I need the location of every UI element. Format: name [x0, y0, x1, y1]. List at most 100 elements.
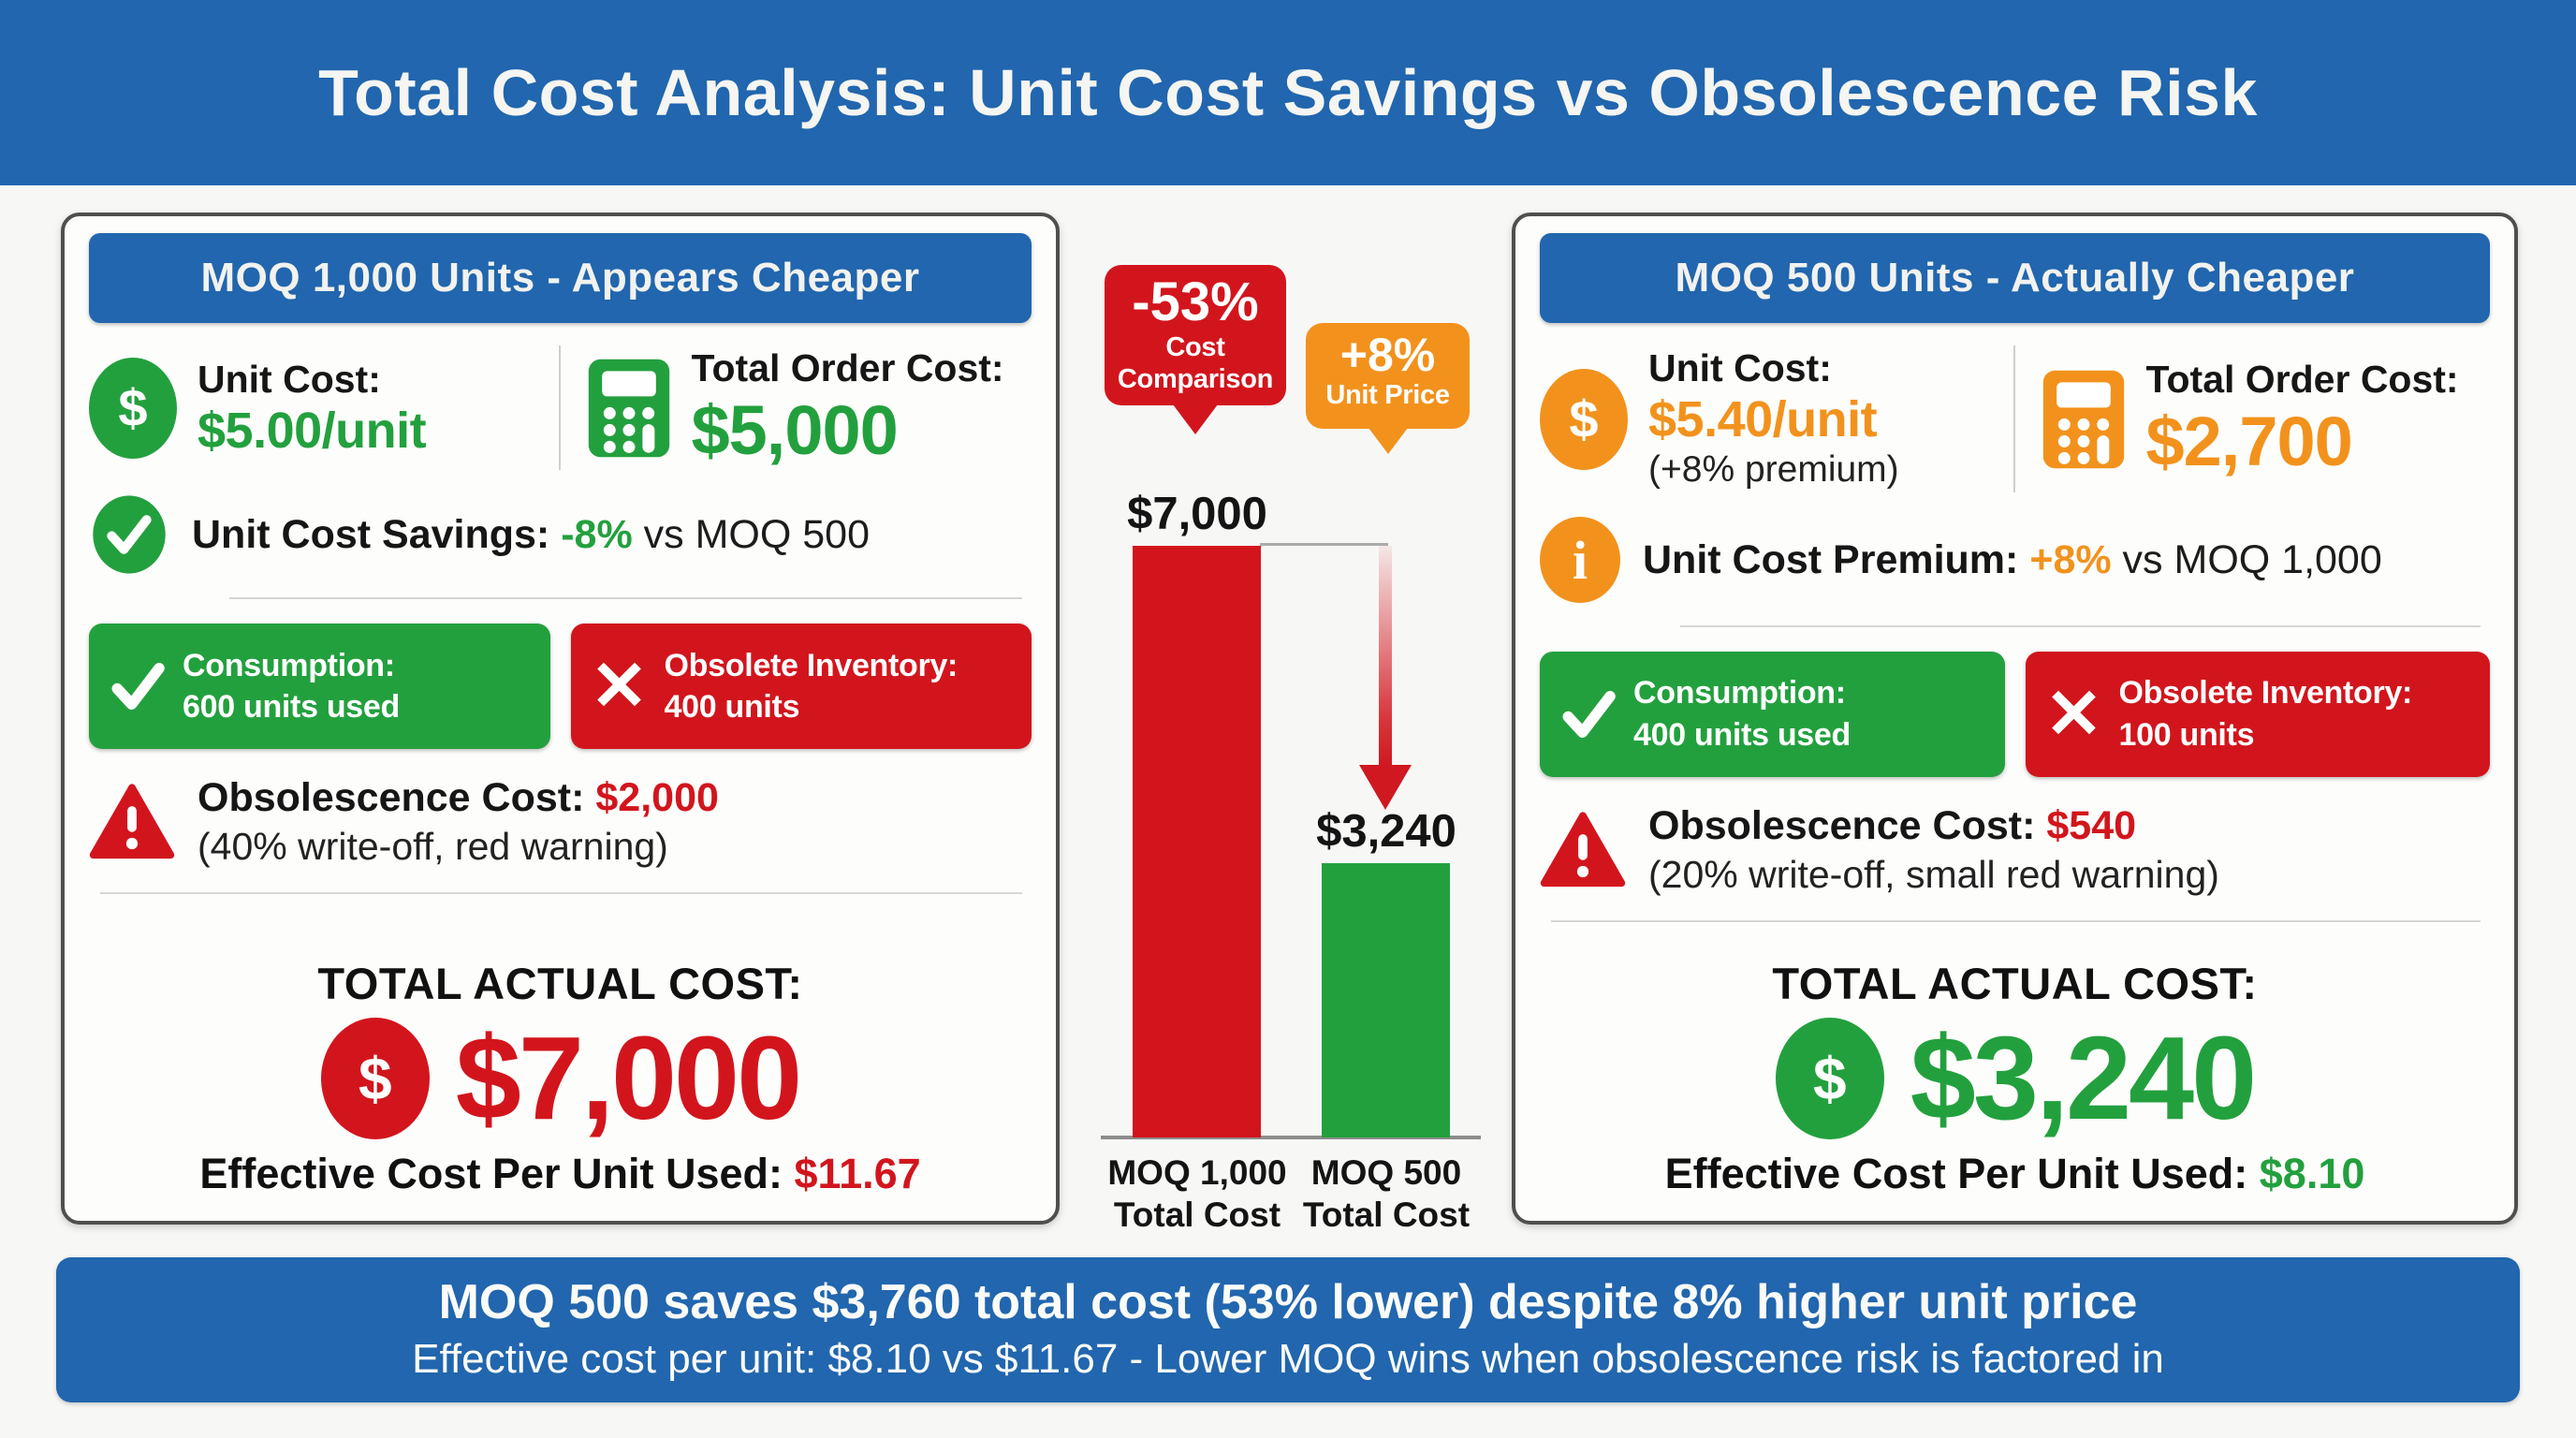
order-cost-value: $2,700: [2145, 403, 2353, 481]
total-value: $7,000: [455, 1011, 802, 1144]
moq1000-obsolescence-row: Obsolescence Cost: $2,000 (40% write-off…: [89, 773, 1032, 870]
divider: [229, 597, 1022, 600]
calculator-icon: [2042, 369, 2126, 470]
moq500-badges: Consumption: 400 units used ✕ Obsolete I…: [1540, 652, 2490, 778]
obs-cost-value: $540: [2046, 803, 2137, 849]
total-label: TOTAL ACTUAL COST:: [317, 958, 803, 1008]
consumption-badge: Consumption: 600 units used: [89, 624, 550, 750]
down-arrow-head: [1359, 765, 1412, 810]
dollar-icon: $: [89, 357, 177, 459]
obs-cost-note: (40% write-off, red warning): [198, 825, 668, 869]
summary-banner: MOQ 500 saves $3,760 total cost (53% low…: [56, 1257, 2520, 1402]
consumption-label: Consumption:: [183, 647, 395, 683]
chart-bar-1: [1322, 863, 1450, 1137]
chart-bar-value-1: $3,240: [1316, 806, 1456, 857]
unit-cost-label: Unit Cost:: [198, 357, 381, 401]
moq1000-unit-cost-cell: $ Unit Cost: $5.00/unit: [89, 345, 561, 471]
effective-label: Effective Cost Per Unit Used:: [1664, 1150, 2248, 1197]
panel-moq-500: MOQ 500 Units - Actually Cheaper $ Unit …: [1512, 213, 2518, 1225]
check-circle-icon: [89, 494, 169, 575]
chart-category-0-line1: MOQ 1,000: [1107, 1153, 1287, 1192]
check-icon: [1559, 684, 1618, 744]
chart-baseline: [1101, 1136, 1481, 1139]
down-arrow-icon: [1379, 546, 1392, 767]
effective-value: $11.67: [794, 1150, 921, 1197]
cost-comparison-label-2: Comparison: [1117, 364, 1274, 395]
consumption-value: 600 units used: [183, 689, 400, 726]
cost-comparison-badge: -53% Cost Comparison: [1105, 265, 1286, 405]
page-title: Total Cost Analysis: Unit Cost Savings v…: [318, 56, 2258, 129]
total-value: $3,240: [1910, 1011, 2257, 1144]
chart-category-1: MOQ 500 Total Cost: [1274, 1152, 1499, 1236]
cost-comparison-value: -53%: [1132, 271, 1259, 332]
panel-moq-1000-title: MOQ 1,000 Units - Appears Cheaper: [200, 255, 920, 301]
order-cost-label: Total Order Cost:: [2145, 357, 2459, 401]
dollar-icon: $: [1540, 368, 1628, 470]
moq1000-cost-row: $ Unit Cost: $5.00/unit: [89, 345, 1032, 471]
obsolete-value: 400 units: [664, 689, 800, 726]
order-cost-label: Total Order Cost:: [691, 346, 1004, 389]
chart-bar-0: [1133, 546, 1261, 1137]
moq500-premium-row: i Unit Cost Premium: +8% vs MOQ 1,000: [1540, 517, 2490, 604]
divider: [1551, 920, 2481, 923]
premium-value: +8%: [2029, 536, 2112, 582]
unit-cost-value: $5.00/unit: [198, 402, 427, 459]
chart-category-0: MOQ 1,000 Total Cost: [1085, 1152, 1310, 1236]
effective-value: $8.10: [2259, 1150, 2365, 1197]
moq1000-savings-row: Unit Cost Savings: -8% vs MOQ 500: [89, 494, 1032, 575]
warning-triangle-icon: [1540, 811, 1626, 889]
obsolete-inventory-badge: ✕ Obsolete Inventory: 100 units: [2025, 652, 2490, 778]
chart-bar-value-0: $7,000: [1127, 489, 1267, 539]
obs-cost-label: Obsolescence Cost:: [1648, 803, 2036, 849]
moq500-order-cost-cell: Total Order Cost: $2,700: [2015, 345, 2491, 492]
moq1000-badges: Consumption: 600 units used ✕ Obsolete I…: [89, 624, 1032, 750]
chart-category-1-line2: Total Cost: [1302, 1196, 1471, 1235]
order-cost-value: $5,000: [691, 391, 899, 470]
info-icon: i: [1540, 517, 1620, 604]
obs-cost-note: (20% write-off, small red warning): [1648, 853, 2219, 897]
consumption-label: Consumption:: [1633, 675, 1846, 712]
moq500-unit-cost-cell: $ Unit Cost: $5.40/unit (+8% premium): [1540, 345, 2015, 493]
warning-triangle-icon: [89, 783, 175, 861]
moq500-obsolescence-row: Obsolescence Cost: $540 (20% write-off, …: [1540, 801, 2490, 898]
consumption-value: 400 units used: [1633, 717, 1851, 754]
effective-label: Effective Cost Per Unit Used:: [199, 1150, 783, 1197]
cross-icon: ✕: [2044, 675, 2103, 754]
unit-cost-value: $5.40/unit: [1648, 391, 1878, 448]
panel-moq-500-title: MOQ 500 Units - Actually Cheaper: [1675, 255, 2355, 301]
panel-moq-1000-header: MOQ 1,000 Units - Appears Cheaper: [89, 233, 1032, 323]
moq500-cost-row: $ Unit Cost: $5.40/unit (+8% premium): [1540, 345, 2491, 493]
title-banner: Total Cost Analysis: Unit Cost Savings v…: [0, 0, 2576, 185]
moq1000-order-cost-cell: Total Order Cost: $5,000: [561, 345, 1032, 470]
obs-cost-value: $2,000: [595, 775, 719, 821]
unit-cost-label: Unit Cost:: [1648, 346, 1832, 389]
panel-moq-1000: MOQ 1,000 Units - Appears Cheaper $ Unit…: [61, 213, 1060, 1225]
cost-comparison-label-1: Cost: [1165, 331, 1225, 362]
obsolete-value: 100 units: [2118, 717, 2255, 754]
cross-icon: ✕: [590, 647, 649, 726]
moq500-total-block: TOTAL ACTUAL COST: $ $3,240 Effective Co…: [1540, 958, 2490, 1198]
divider: [1680, 625, 2481, 628]
dollar-icon: $: [1775, 1017, 1884, 1139]
obsolete-label: Obsolete Inventory:: [2118, 675, 2413, 712]
savings-label: Unit Cost Savings:: [192, 511, 550, 557]
summary-line-1: MOQ 500 saves $3,760 total cost (53% low…: [438, 1275, 2138, 1330]
premium-suffix: vs MOQ 1,000: [2122, 536, 2382, 582]
consumption-badge: Consumption: 400 units used: [1540, 652, 2005, 778]
check-icon: [108, 656, 168, 716]
total-label: TOTAL ACTUAL COST:: [1772, 958, 2258, 1008]
summary-line-2: Effective cost per unit: $8.10 vs $11.67…: [412, 1336, 2164, 1382]
panel-moq-500-header: MOQ 500 Units - Actually Cheaper: [1540, 233, 2490, 323]
obsolete-inventory-badge: ✕ Obsolete Inventory: 400 units: [570, 624, 1032, 750]
obsolete-label: Obsolete Inventory:: [664, 647, 959, 683]
chart-category-0-line2: Total Cost: [1113, 1196, 1281, 1235]
premium-label: Unit Cost Premium:: [1643, 536, 2019, 582]
comparison-connector-line: [1260, 543, 1388, 546]
unit-cost-note: (+8% premium): [1648, 449, 1899, 491]
unit-price-label: Unit Price: [1325, 379, 1450, 410]
chart-category-1-line1: MOQ 500: [1310, 1153, 1462, 1192]
dollar-icon: $: [320, 1017, 430, 1139]
moq1000-total-block: TOTAL ACTUAL COST: $ $7,000 Effective Co…: [89, 958, 1032, 1198]
divider: [100, 892, 1022, 895]
